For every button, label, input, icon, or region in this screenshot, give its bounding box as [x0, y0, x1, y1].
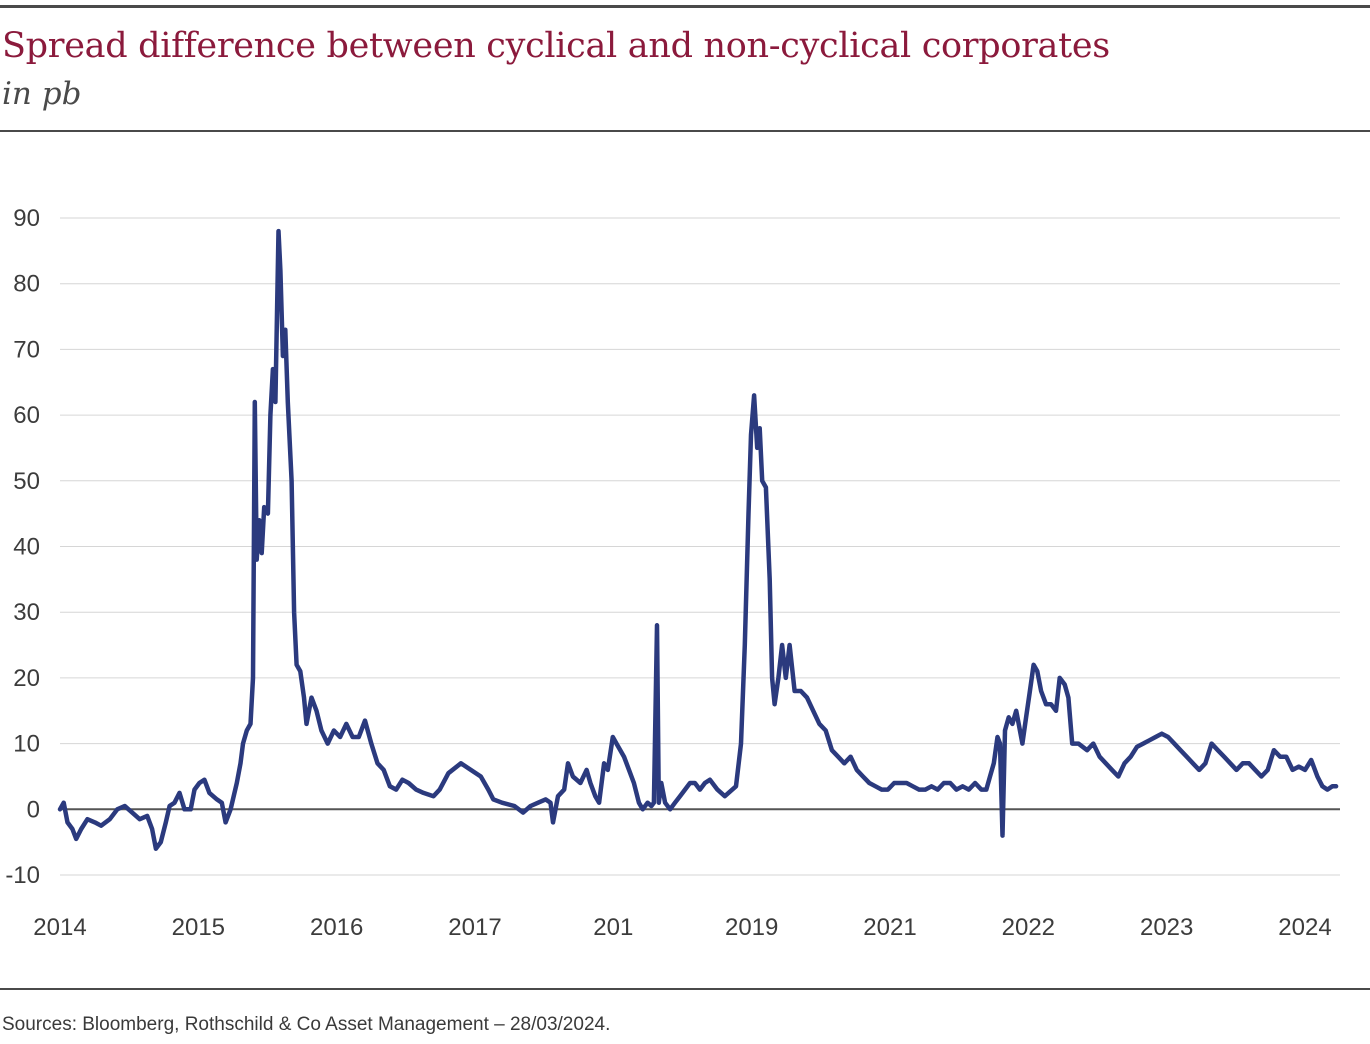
x-tick-label: 2021 [863, 914, 916, 941]
top-rule [0, 5, 1370, 8]
gridlines [60, 217, 1340, 876]
y-tick-label: 30 [13, 599, 40, 626]
x-tick-label: 2017 [448, 914, 501, 941]
source-note: Sources: Bloomberg, Rothschild & Co Asse… [2, 1014, 611, 1035]
x-tick-label: 201 [593, 914, 633, 941]
header-rule [0, 130, 1370, 132]
x-tick-label: 2024 [1278, 914, 1331, 941]
y-tick-label: 10 [13, 731, 40, 758]
y-tick-label: 70 [13, 336, 40, 363]
x-tick-label: 2015 [172, 914, 225, 941]
footer-rule [0, 988, 1370, 990]
x-tick-label: 2019 [725, 914, 778, 941]
y-tick-label: 90 [13, 205, 40, 232]
x-axis-ticks: 2014 2015 2016 2017 201 2019 2021 2022 2023 2024 [33, 914, 1331, 941]
y-tick-label: 50 [13, 468, 40, 495]
y-tick-label: 60 [13, 402, 40, 429]
series-line-0 [57, 228, 1339, 851]
y-tick-label: 80 [13, 271, 40, 298]
y-tick-label: 0 [27, 796, 40, 823]
y-axis-ticks: -10 0 10 20 30 40 50 60 70 80 90 [5, 205, 40, 889]
x-tick-label: 2016 [310, 914, 363, 941]
chart-title: Spread difference between cyclical and n… [2, 26, 1110, 66]
x-tick-label: 2014 [33, 914, 86, 941]
y-tick-label: -10 [5, 862, 40, 889]
y-tick-label: 40 [13, 534, 40, 561]
y-tick-label: 20 [13, 665, 40, 692]
x-tick-label: 2022 [1002, 914, 1055, 941]
x-tick-label: 2023 [1140, 914, 1193, 941]
chart-subtitle: in pb [2, 76, 82, 112]
series-group [57, 228, 1339, 851]
